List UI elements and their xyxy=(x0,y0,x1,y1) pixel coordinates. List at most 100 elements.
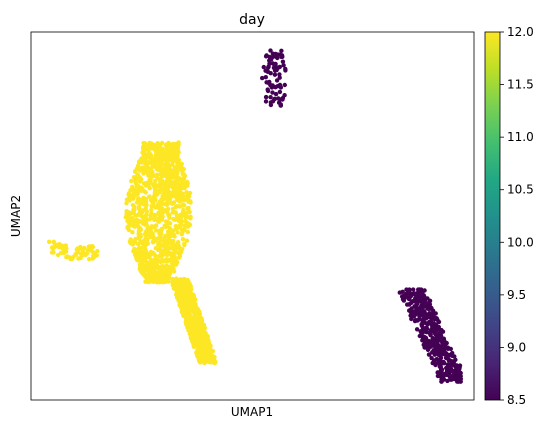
scatter-point xyxy=(277,72,282,77)
scatter-point xyxy=(154,192,160,197)
scatter-point xyxy=(144,217,149,222)
scatter-point xyxy=(185,224,191,229)
scatter-point xyxy=(411,287,416,292)
scatter-point xyxy=(439,335,444,341)
scatter-point xyxy=(62,248,67,253)
scatter-point xyxy=(184,321,189,326)
scatter-point xyxy=(179,197,184,203)
scatter-point xyxy=(418,290,423,295)
scatter-point xyxy=(55,252,61,258)
scatter-point xyxy=(197,359,202,364)
scatter-point xyxy=(136,187,141,192)
scatter-point xyxy=(192,343,197,348)
scatter-point xyxy=(449,376,454,381)
scatter-point xyxy=(143,274,148,279)
scatter-point xyxy=(133,236,138,242)
scatter-point xyxy=(199,316,204,321)
scatter-point xyxy=(149,207,154,213)
scatter-points xyxy=(47,48,463,384)
scatter-point xyxy=(159,148,165,153)
scatter-point xyxy=(167,226,172,231)
scatter-point xyxy=(277,89,283,95)
scatter-point xyxy=(143,190,148,195)
scatter-point xyxy=(268,102,274,108)
scatter-point xyxy=(429,355,434,361)
scatter-point xyxy=(453,363,458,368)
scatter-point xyxy=(175,250,181,256)
scatter-point xyxy=(159,178,164,183)
scatter-point xyxy=(166,168,171,173)
scatter-point xyxy=(210,355,215,360)
scatter-point xyxy=(147,194,152,199)
scatter-point xyxy=(281,63,286,68)
scatter-point xyxy=(189,326,195,331)
scatter-point xyxy=(143,254,148,259)
scatter-point xyxy=(180,185,185,191)
scatter-point xyxy=(156,188,161,193)
scatter-point xyxy=(139,214,145,219)
scatter-point xyxy=(189,301,194,306)
scatter-point xyxy=(186,293,191,298)
scatter-point xyxy=(136,231,141,237)
scatter-point xyxy=(162,223,167,228)
scatter-point xyxy=(149,211,154,216)
scatter-point xyxy=(205,333,210,339)
scatter-point xyxy=(407,287,412,292)
scatter-point xyxy=(184,299,189,304)
scatter-point xyxy=(135,172,140,178)
colorbar-ticks: 8.5 9.0 9.5 10.0 10.5 11.0 11.5 12.0 xyxy=(500,25,534,407)
scatter-point xyxy=(153,275,159,280)
scatter-point xyxy=(177,176,182,182)
scatter-point xyxy=(422,335,428,340)
scatter-point xyxy=(171,216,176,222)
scatter-point xyxy=(140,270,145,276)
scatter-point xyxy=(276,100,282,105)
scatter-point xyxy=(137,236,142,241)
scatter-point xyxy=(146,225,151,230)
scatter-point xyxy=(425,305,431,310)
scatter-point xyxy=(438,355,444,360)
scatter-point xyxy=(141,195,146,200)
scatter-point xyxy=(161,258,166,263)
scatter-point xyxy=(51,240,57,245)
scatter-point xyxy=(68,256,73,262)
scatter-point xyxy=(164,179,169,184)
scatter-point xyxy=(136,196,141,201)
scatter-point xyxy=(193,326,198,332)
scatter-point xyxy=(182,227,187,232)
scatter-point xyxy=(199,333,205,338)
scatter-point xyxy=(50,246,56,251)
scatter-point xyxy=(183,215,188,220)
scatter-point xyxy=(414,327,420,332)
scatter-point xyxy=(188,216,193,221)
scatter-point xyxy=(263,99,269,104)
scatter-point xyxy=(144,239,149,244)
scatter-point xyxy=(414,318,419,323)
scatter-point xyxy=(178,212,183,218)
scatter-point xyxy=(130,230,135,235)
scatter-point xyxy=(149,270,154,275)
scatter-point xyxy=(144,264,149,270)
scatter-point xyxy=(75,246,80,251)
scatter-point xyxy=(421,303,427,309)
scatter-point xyxy=(144,212,149,217)
scatter-point xyxy=(279,54,284,60)
scatter-point xyxy=(422,339,428,344)
scatter-point xyxy=(170,206,175,212)
scatter-point xyxy=(430,360,435,366)
scatter-point xyxy=(137,204,142,209)
scatter-point xyxy=(173,227,179,232)
chart-title: day xyxy=(239,12,265,28)
scatter-point xyxy=(175,277,180,282)
scatter-point xyxy=(193,305,199,310)
scatter-point xyxy=(269,85,275,90)
scatter-point xyxy=(201,322,206,328)
scatter-point xyxy=(159,215,164,220)
scatter-point xyxy=(157,183,162,189)
scatter-point xyxy=(136,246,141,252)
scatter-point xyxy=(445,368,450,373)
scatter-point xyxy=(173,210,178,215)
scatter-point xyxy=(417,299,423,304)
scatter-point xyxy=(139,188,144,193)
scatter-point xyxy=(190,335,196,340)
